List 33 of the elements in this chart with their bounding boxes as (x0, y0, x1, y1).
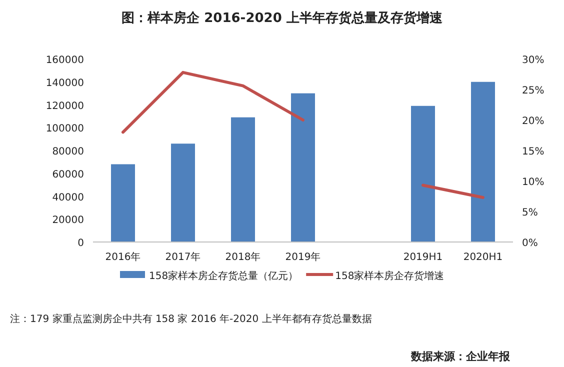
y-tick-label: 0 (78, 238, 84, 249)
y2-tick-label: 20% (522, 116, 544, 127)
y-tick-label: 120000 (46, 100, 84, 112)
x-tick-label: 2020H1 (463, 252, 503, 263)
y-tick-label: 20000 (52, 215, 84, 226)
bar (471, 82, 495, 242)
y-tick-label: 140000 (46, 78, 84, 89)
y-tick-label: 160000 (46, 55, 84, 66)
text: 注：179 家重点监测房企中共有 158 家 2016 年-2020 上半年都有存货总量数据 (10, 313, 372, 325)
x-tick-label: 2017年 (165, 251, 201, 263)
y2-tick-label: 30% (522, 55, 544, 66)
x-tick-label: 2018年 (225, 251, 261, 263)
bar (171, 144, 195, 242)
bar (231, 117, 255, 242)
y-tick-label: 100000 (46, 124, 84, 135)
y2-tick-label: 0% (522, 238, 538, 249)
y2-tick-label: 15% (522, 146, 544, 158)
y2-tick-label: 25% (522, 86, 544, 96)
x-tick-label: 2016年 (105, 251, 141, 263)
bar (411, 106, 435, 242)
legend-label: 158家样本房企存货增速 (335, 270, 444, 282)
y2-tick-label: 5% (522, 208, 538, 218)
x-tick-label: 2019年 (285, 251, 321, 263)
y2-tick-label: 10% (522, 177, 544, 188)
y-tick-label: 80000 (52, 146, 84, 158)
legend-label: 158家样本房企存货总量（亿元） (149, 270, 298, 282)
y-tick-label: 60000 (52, 169, 84, 180)
bar (291, 93, 315, 242)
y-tick-label: 40000 (52, 192, 84, 204)
title: 图：样本房企 2016-2020 上半年存货总量及存货增速 (122, 11, 442, 26)
source-note: 数据来源：企业年报 (410, 350, 511, 363)
bar (111, 164, 135, 242)
x-tick-label: 2019H1 (403, 252, 443, 263)
